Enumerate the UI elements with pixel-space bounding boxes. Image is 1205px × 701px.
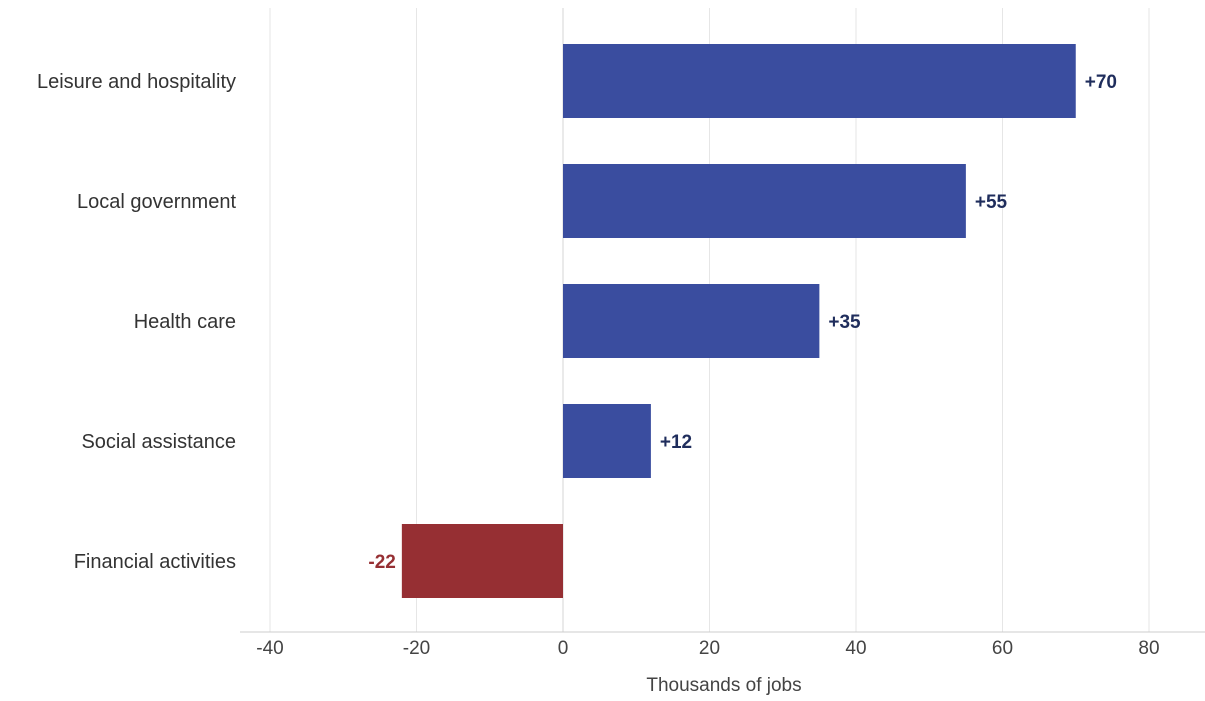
bars — [401, 44, 1076, 598]
category-label: Financial activities — [74, 551, 236, 573]
category-label: Leisure and hospitality — [37, 71, 236, 93]
bar — [563, 284, 820, 358]
x-tick-label: -40 — [256, 638, 283, 659]
data-label: +70 — [1085, 72, 1117, 93]
bar — [563, 404, 651, 478]
x-axis-title: Thousands of jobs — [646, 675, 801, 696]
x-tick-label: 80 — [1138, 638, 1159, 659]
x-tick-label: 20 — [699, 638, 720, 659]
x-axis: -40 -20 0 20 40 60 80 — [240, 631, 1205, 659]
x-tick-label: 60 — [992, 638, 1013, 659]
data-label: +35 — [828, 312, 861, 333]
data-labels: +70 +55 +35 +12 -22 — [368, 72, 1117, 573]
data-label: +55 — [975, 192, 1008, 213]
bar — [563, 44, 1076, 118]
x-tick-label: -20 — [403, 638, 430, 659]
x-tick-label: 0 — [558, 638, 569, 659]
category-label: Local government — [77, 191, 236, 213]
bar — [563, 164, 966, 238]
bar — [401, 524, 563, 598]
category-label: Health care — [134, 311, 236, 333]
x-tick-label: 40 — [845, 638, 866, 659]
data-label: -22 — [368, 552, 395, 573]
category-label: Social assistance — [81, 431, 236, 453]
data-label: +12 — [660, 432, 692, 453]
category-labels: Leisure and hospitality Local government H… — [37, 71, 236, 573]
